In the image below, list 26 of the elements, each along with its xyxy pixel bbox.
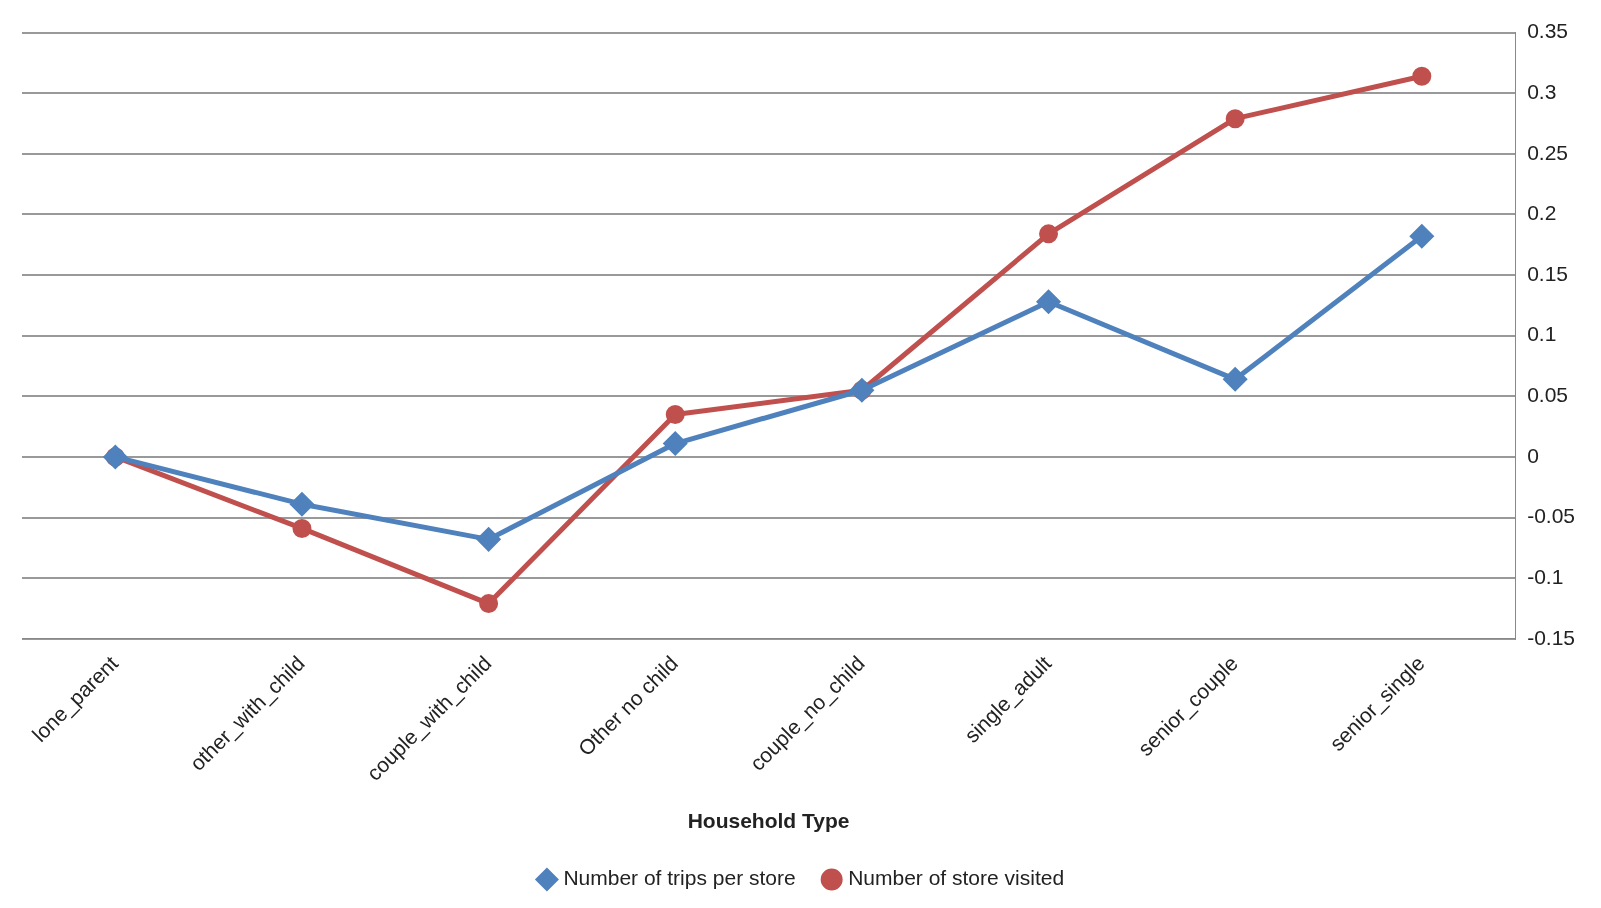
y-tick-label: 0.1 [1527,322,1557,346]
y-tick-label: -0.1 [1527,564,1564,588]
point [1412,66,1432,86]
point [1039,224,1059,244]
y-tick-label: -0.15 [1527,625,1576,649]
x-axis-title: Household Type [687,809,850,833]
point [1223,367,1247,391]
y-tick-label: 0.15 [1527,261,1569,285]
legend-label: Number of trips per store [563,866,796,890]
point [477,527,501,551]
y-tick-label: 0.05 [1527,383,1569,407]
y-tick-label: 0.3 [1527,80,1557,104]
y-tick-label: 0 [1527,443,1539,467]
point [663,432,687,456]
point [1410,224,1434,248]
legend-label: Number of store visited [848,866,1065,890]
point [292,518,312,538]
y-tick-label: 0.2 [1527,201,1557,225]
point [1037,290,1061,314]
y-tick-label: 0.25 [1527,140,1569,164]
y-tick-label: -0.05 [1527,504,1576,528]
point [1225,109,1245,129]
y-tick-label: 0.35 [1527,19,1569,43]
point [665,404,685,424]
point [479,594,499,614]
point [290,492,314,516]
